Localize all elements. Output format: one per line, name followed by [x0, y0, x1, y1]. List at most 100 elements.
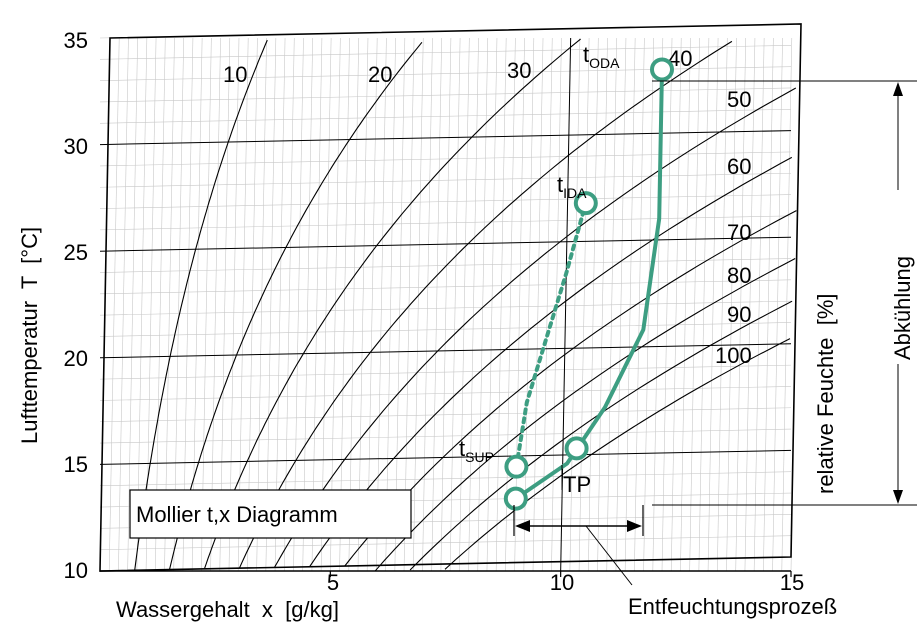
- chart-title: Mollier t,x Diagramm: [136, 502, 338, 527]
- process-point-TP: [564, 436, 589, 461]
- cooling-label: Abkühlung: [890, 256, 915, 360]
- grid-isotherm-minor: [99, 172, 792, 188]
- axes: [99, 23, 802, 577]
- label-t-ida-sub: IDA: [563, 185, 587, 201]
- grid-isotherm-minor: [99, 428, 792, 444]
- grid-vertical: [228, 37, 240, 572]
- grid-isotherm-minor: [99, 151, 792, 167]
- grid-vertical: [191, 37, 203, 572]
- y-tick-label: 30: [64, 134, 88, 159]
- process-point-tODA: [650, 57, 674, 82]
- grid-isotherm-major: [99, 343, 792, 359]
- grid-vertical: [523, 37, 535, 572]
- rh-label-10: 10: [223, 62, 247, 87]
- grid-vertical: [348, 37, 360, 572]
- rh-label-50: 50: [727, 87, 751, 112]
- rh-curve-80: [374, 258, 796, 572]
- grid-vertical: [173, 37, 185, 572]
- rh-label-30: 30: [507, 58, 531, 83]
- rh-label-60: 60: [727, 154, 751, 179]
- grid-vertical: [201, 37, 212, 572]
- rh-curve-30: [203, 38, 581, 570]
- rh-axis-title: relative Feuchte [%]: [813, 293, 838, 494]
- grid-vertical: [210, 37, 221, 572]
- grid-isotherm-minor: [99, 45, 792, 60]
- label-t-sup-main: t: [459, 436, 465, 461]
- grid-vertical: [412, 37, 424, 572]
- grid-isotherm-minor: [99, 407, 792, 423]
- grid-vertical: [716, 37, 728, 572]
- grid-vertical: [459, 37, 470, 572]
- grid-vertical: [237, 37, 249, 572]
- label-t-oda-sub: ODA: [589, 55, 620, 71]
- grid-isotherm-minor: [99, 535, 792, 550]
- y-axis-title: Lufttemperatur T [°C]: [17, 227, 42, 444]
- grid-vertical: [118, 37, 129, 572]
- label-t-oda: tODA: [583, 42, 620, 71]
- rh-label-70: 70: [727, 220, 751, 245]
- grid-vertical: [578, 37, 590, 572]
- process-point-end: [503, 486, 528, 511]
- x-tick-label: 15: [780, 570, 804, 595]
- grid-isotherm-minor: [99, 215, 792, 231]
- rh-curve-90: [409, 300, 793, 571]
- cooling-annotation: Abkühlung: [652, 80, 917, 506]
- grid-vertical: [385, 37, 396, 572]
- supply-mixing-line: [514, 201, 588, 469]
- grid-vertical: [357, 37, 369, 572]
- grid-vertical: [376, 37, 387, 572]
- grid-vertical: [495, 37, 507, 572]
- grid-vertical: [541, 37, 553, 572]
- cooling-process-line: [513, 67, 664, 501]
- grid-isotherm-minor: [99, 66, 792, 81]
- grid-vertical: [219, 37, 231, 572]
- x-axis-title: Wassergehalt x [g/kg]: [116, 597, 339, 622]
- grid-vertical: [320, 37, 332, 572]
- grid-vertical: [247, 37, 258, 572]
- grid-vertical: [311, 37, 323, 572]
- grid-vertical: [468, 37, 479, 572]
- grid-vertical: [403, 37, 415, 572]
- grid-isotherm-minor: [99, 471, 792, 487]
- grid-vertical: [449, 37, 461, 572]
- process-layer: [503, 57, 674, 511]
- grid-vertical: [680, 37, 691, 572]
- grid-isotherm-minor: [99, 322, 792, 337]
- rh-label-80: 80: [727, 263, 751, 288]
- grid-vertical: [108, 37, 120, 572]
- label-t-sup-sub: SUP: [465, 449, 494, 465]
- grid-vertical: [136, 37, 148, 572]
- grid-isotherm-minor: [99, 300, 792, 316]
- grid-vertical: [763, 37, 774, 572]
- grid-isotherm-major: [99, 449, 792, 465]
- grid-isotherm-minor: [99, 258, 792, 273]
- rh-curve-20: [168, 41, 423, 570]
- label-tp: TP: [563, 472, 591, 497]
- rh-label-90: 90: [727, 302, 751, 327]
- grid-vertical: [154, 37, 166, 572]
- grid-isotherm-minor: [99, 108, 792, 124]
- grid-vertical: [707, 37, 719, 572]
- y-tick-label: 20: [64, 346, 88, 371]
- y-tick-label: 25: [64, 240, 88, 265]
- rh-label-100: 100: [715, 343, 752, 368]
- grid-vertical: [440, 37, 452, 572]
- grid-vertical: [597, 37, 608, 572]
- grid-vertical: [698, 37, 710, 572]
- grid-vertical: [661, 37, 673, 572]
- grid-isotherm-minor: [99, 87, 792, 103]
- grid-isotherm-major: [99, 236, 792, 252]
- x-tick-label: 10: [550, 570, 574, 595]
- grid-vertical: [182, 37, 194, 572]
- plot-frame: [99, 23, 802, 572]
- grid-vertical: [569, 37, 581, 572]
- process-point-tIDA: [573, 191, 598, 216]
- grid-vertical: [330, 37, 341, 572]
- grid-vertical: [293, 37, 304, 572]
- dehumidification-annotation: Entfeuchtungsprozeß: [513, 505, 837, 619]
- label-t-ida: tIDA: [557, 172, 587, 201]
- dehum-arrowhead-right: [627, 520, 642, 532]
- title-box: [129, 489, 412, 539]
- cooling-arrowhead-up: [893, 82, 903, 96]
